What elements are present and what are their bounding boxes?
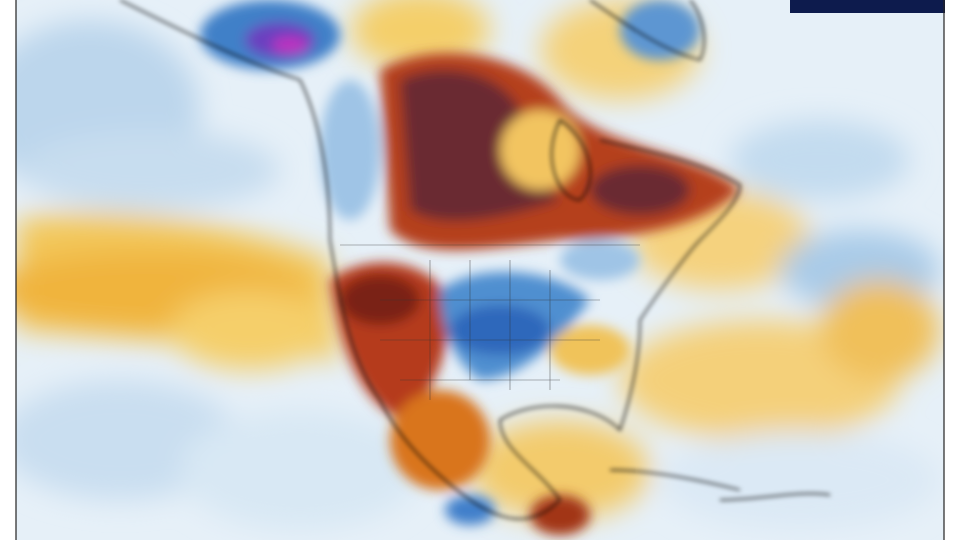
broad-anomalies [16, 0, 940, 530]
land-anomalies [200, 0, 740, 535]
coastlines [119, 0, 831, 520]
logo-box [790, 0, 945, 13]
borders [340, 244, 640, 400]
